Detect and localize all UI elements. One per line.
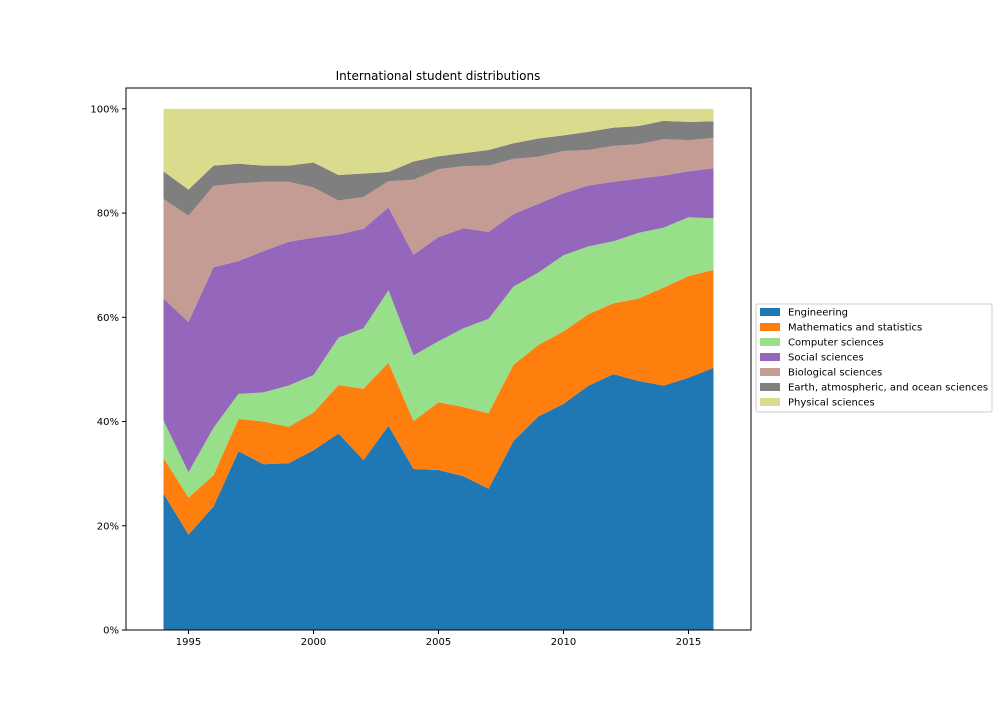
legend-label-physical-sciences: Physical sciences (788, 398, 875, 409)
y-tick-label: 40% (97, 417, 119, 428)
legend-box (755, 303, 993, 413)
legend-label-mathematics-and-statistics: Mathematics and statistics (788, 323, 922, 334)
legend-swatch-physical-sciences (760, 398, 780, 406)
legend-swatch-computer-sciences (760, 338, 780, 346)
x-axis: 1995 2000 2005 2010 2015 (176, 630, 701, 648)
y-tick-label: 60% (97, 313, 119, 324)
x-tick-label: 2010 (551, 637, 576, 648)
y-tick-label: 80% (97, 209, 119, 220)
plot-area (163, 108, 714, 630)
chart-title: International student distributions (336, 69, 541, 83)
area-earth-atmospheric-and-ocean-sciences (163, 120, 714, 216)
area-biological-sciences (163, 138, 714, 322)
legend-label-engineering: Engineering (788, 308, 848, 319)
x-tick-label: 2005 (426, 637, 451, 648)
legend-swatch-earth-atmospheric-and-ocean-sciences (760, 383, 780, 391)
area-physical-sciences (163, 108, 714, 190)
legend-swatch-mathematics-and-statistics (760, 323, 780, 331)
legend-swatch-biological-sciences (760, 368, 780, 376)
area-engineering (163, 367, 714, 630)
y-tick-label: 100% (90, 104, 119, 115)
x-tick-label: 2015 (676, 637, 701, 648)
y-tick-label: 20% (97, 521, 119, 532)
area-social-sciences (163, 168, 714, 473)
area-mathematics-and-statistics (163, 269, 714, 535)
y-axis: 0% 20% 40% 60% 80% 100% (90, 104, 126, 637)
y-tick-label: 0% (103, 626, 119, 637)
legend-label-social-sciences: Social sciences (788, 353, 864, 364)
x-tick-label: 2000 (301, 637, 326, 648)
legend-label-earth-atmospheric-and-ocean-sciences: Earth, atmospheric, and ocean sciences (788, 383, 988, 394)
legend-swatch-social-sciences (760, 353, 780, 361)
x-tick-label: 1995 (176, 637, 201, 648)
legend-label-biological-sciences: Biological sciences (788, 368, 882, 379)
legend-swatch-engineering (760, 308, 780, 316)
legend: Engineering Mathematics and statistics Com… (755, 303, 993, 413)
area-computer-sciences (163, 217, 714, 498)
legend-label-computer-sciences: Computer sciences (788, 338, 884, 349)
